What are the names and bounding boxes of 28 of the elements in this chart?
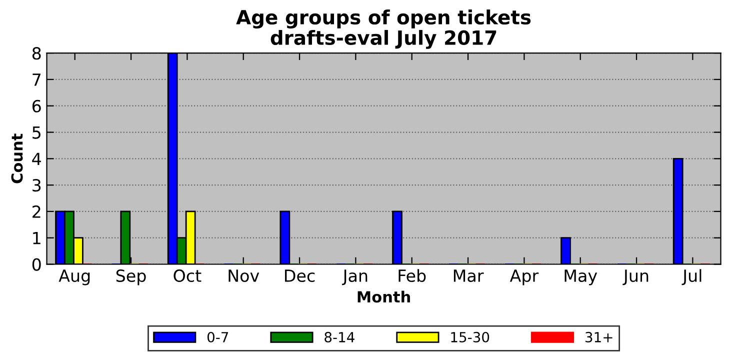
- legend-label: 31+: [586, 332, 612, 342]
- x-tick-label: May: [564, 270, 598, 286]
- y-tick-label: 6: [32, 100, 41, 112]
- x-axis-title: Month: [358, 290, 410, 303]
- y-tick-label: 4: [32, 152, 41, 165]
- y-axis-title: Count: [11, 134, 23, 184]
- x-tick-label: Mar: [454, 270, 484, 282]
- x-tick-label: Sep: [116, 269, 146, 286]
- chart-title: Age groups of open tickets drafts-eval July 2017: [236, 10, 531, 49]
- y-tick-label: 7: [32, 74, 40, 86]
- legend-label: 0-7: [207, 332, 228, 342]
- y-tick-label: 1: [33, 232, 40, 244]
- x-tick-label: Aug: [58, 270, 90, 286]
- legend-label: 15-30: [451, 332, 490, 342]
- x-tick-label: Dec: [285, 270, 315, 282]
- x-tick-label: Oct: [174, 269, 202, 282]
- y-tick-label: 0: [32, 258, 41, 271]
- x-tick-label: Feb: [398, 269, 426, 282]
- x-tick-label: Jan: [342, 270, 368, 286]
- x-tick-label: Jul: [682, 269, 702, 286]
- x-tick-label: Jun: [622, 270, 648, 286]
- x-tick-label: Nov: [228, 270, 260, 282]
- y-tick-label: 8: [32, 47, 41, 60]
- y-tick-label: 5: [32, 126, 40, 139]
- y-tick-label: 3: [32, 179, 41, 192]
- x-tick-label: Apr: [510, 270, 539, 286]
- legend-label: 8-14: [324, 332, 354, 342]
- y-tick-label: 2: [32, 205, 40, 218]
